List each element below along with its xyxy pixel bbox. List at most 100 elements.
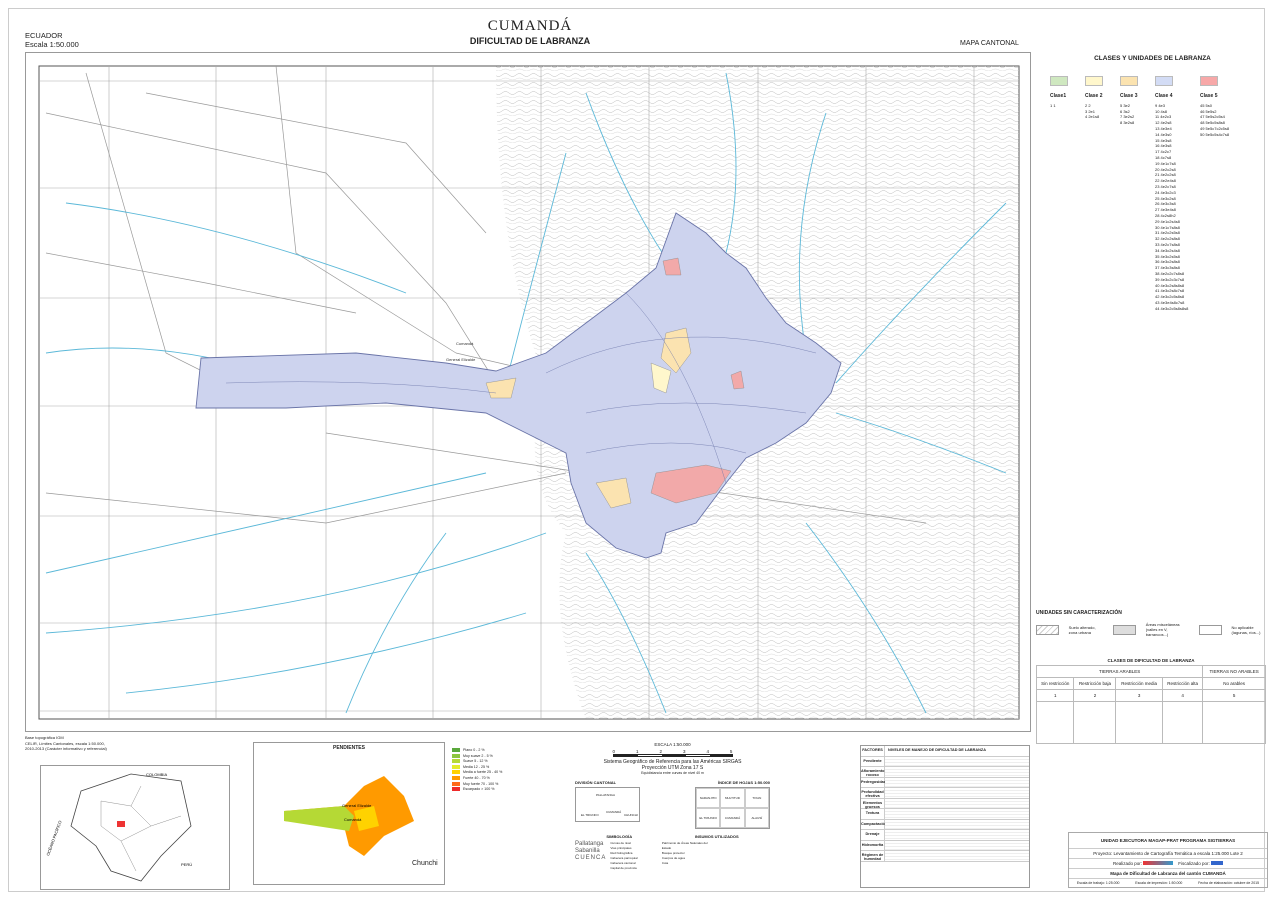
class-swatch: [1120, 76, 1138, 86]
factor-row: Régimen de humedad: [861, 851, 1029, 862]
unit-label: 45 5s0: [1200, 102, 1213, 108]
unit-boundaries: [225, 292, 817, 484]
work-scale: Escala de trabajo: 1:25.000: [1076, 881, 1120, 885]
class5-area: [662, 257, 682, 276]
sheet-cell: TIXAN: [744, 788, 769, 808]
unit-label: 39 4e3c2c3c7s8: [1155, 276, 1185, 282]
slope-legend-item: Muy suave 2 - 5 %: [452, 754, 502, 760]
difficulty-classes-table: CLASES DE DIFICULTAD DE LABRANZA TIERRAS…: [1035, 658, 1266, 744]
unit-label: 34 4e3c2s4s8: [1155, 247, 1180, 253]
factors-header: FACTORES: [861, 746, 885, 756]
class-number: 2: [1073, 689, 1117, 702]
sheet-cell: MULTITUD: [720, 788, 745, 808]
unit-label: 42 4e3c2c5s8s8: [1155, 294, 1185, 300]
slope-legend-item: Suave 5 - 12 %: [452, 759, 502, 765]
class5-area: [730, 370, 745, 390]
unit-label: 3 2e1: [1085, 108, 1096, 114]
scale-tick: 0: [612, 749, 616, 754]
slope-swatch: [452, 781, 460, 786]
slope-swatch: [452, 753, 460, 758]
unit-label: 2 2: [1085, 102, 1091, 108]
slope-place-label: Chunchi: [412, 860, 438, 867]
sheet-index-grid: NARANJITO MULTITUD TIXAN EL TRIUNFO CUMANDÁ A…: [695, 787, 770, 829]
base-note: Base topográfica IGM: [25, 735, 64, 740]
misc-label: Áreas misceláneas (valles en V, barranco…: [1145, 622, 1180, 637]
ocean-label: OCÉANO PACÍFICO: [45, 820, 62, 857]
unit-label: 19 4e1c7s8: [1155, 160, 1176, 166]
index-title: ÍNDICE DE HOJAS 1:50.000: [717, 780, 770, 785]
difficulty-title: CLASES DE DIFICULTAD DE LABRANZA: [1107, 658, 1195, 663]
supervisor-logo: [1211, 861, 1224, 865]
factor-row: Compactación: [861, 819, 1029, 830]
unit-label: 50 5e5c5s4c7s8: [1200, 131, 1230, 137]
slope-swatch: [452, 759, 460, 764]
main-map[interactable]: General Elizalde Cumandá: [25, 52, 1031, 732]
scale-and-projection: ESCALA 1:50.000 0 1 2 3 4 5 Sistema Geográfic…: [575, 742, 770, 871]
factor-row: Elementos gruesos: [861, 798, 1029, 809]
slope-legend-item: Fuerte 40 - 70 %: [452, 776, 502, 782]
unit-label: 37 4e3c3s8s8: [1155, 265, 1180, 271]
country-label: ECUADOR: [25, 31, 63, 40]
slopes-legend: Plano 0 - 2 % Muy suave 2 - 5 % Suave 5 - …: [452, 748, 502, 793]
place-label: Cumandá: [456, 341, 474, 346]
class3-area: [595, 477, 632, 509]
factor-row: Profundidad efectiva: [861, 788, 1029, 799]
symbology-list: Curvas de nivel Vías principales Red hidro…: [610, 841, 710, 871]
symbology-item: Cabecera parroquial: [610, 856, 638, 860]
scale-tick: 1: [635, 749, 639, 754]
unit-label: 17 4c2c7: [1155, 149, 1172, 155]
class-label: Clase 4: [1155, 93, 1173, 99]
slope-place-label: General Elizalde: [342, 803, 372, 808]
unit-label: 47 5e5s2c5s4: [1200, 114, 1225, 120]
arable-group: TIERRAS ARABLES: [1035, 665, 1204, 678]
na-label: No aplicable (lagunas, ríos...): [1231, 624, 1261, 635]
unit-label: 33 4e2c7s8s8: [1155, 241, 1180, 247]
col-header: Restricción baja: [1073, 677, 1117, 690]
unit-label: 32 4e2c2s8s8: [1155, 236, 1180, 242]
scale-bar: [612, 754, 733, 757]
slope-swatch: [452, 770, 460, 775]
unit-label: 22 4e2e4s8: [1155, 178, 1176, 184]
unit-label: 20 4e2c2s8: [1155, 166, 1176, 172]
factor-row: Pendiente: [861, 756, 1029, 767]
col-header: Restricción media: [1115, 677, 1163, 690]
class-swatch: [1085, 76, 1103, 86]
col-header: Sin restricción: [1035, 677, 1075, 690]
project-text: Proyecto: Levantamiento de Cartografía T…: [1069, 849, 1267, 859]
unit-label: 1 1: [1050, 102, 1056, 108]
unit-label: 40 4e3c2s8s8s8: [1155, 282, 1185, 288]
unit-label: 38 4e2c2c7s8s8: [1155, 270, 1185, 276]
symbology-item: Curvas de nivel: [610, 841, 632, 845]
unit-label: 41 4e3c2s8c7s8: [1155, 288, 1185, 294]
unit-label: 8 3e2s8: [1120, 120, 1135, 126]
unit-label: 49 5e5c7c2c5s8: [1200, 125, 1230, 131]
unit-label: 18 4c7s8: [1155, 154, 1172, 160]
parish-sample: Pallatanga: [575, 841, 604, 847]
unit-label: 21 4e2c2s8: [1155, 172, 1176, 178]
misc-swatch: [1113, 624, 1136, 635]
executing-unit: UNIDAD EJECUTORA MAGAP-PRAT PROGRAMA SIG…: [1069, 833, 1267, 849]
uncharacterized-legend: UNIDADES SIN CARACTERIZACIÓN Suelo alter…: [1036, 610, 1266, 637]
factor-row: Drenaje: [861, 830, 1029, 841]
peru-label: PERÚ: [181, 862, 192, 867]
slope-legend-item: Media 12 - 25 %: [452, 765, 502, 771]
slope-place-label: Cumandá: [344, 817, 362, 822]
unit-label: 48 5e5c5s8s8: [1200, 120, 1225, 126]
canton-location: [117, 821, 125, 827]
supervised-by-label: Fiscalizado por:: [1178, 861, 1210, 866]
scale-tick: 4: [706, 749, 709, 754]
unit-label: 27 4e3e4s8: [1155, 207, 1176, 213]
class-swatch: [1155, 76, 1173, 86]
symbology-item: Patrimonio de Áreas Naturales del Estado: [661, 841, 708, 850]
sheet-cell: EL TRIUNFO: [696, 808, 721, 828]
inputs-title: INSUMOS UTILIZADOS: [694, 834, 739, 839]
capital-sample: CUENCA: [575, 855, 607, 861]
symbology-item: Bosque protector: [661, 851, 685, 855]
management-levels-table: FACTORES NIVELES DE MANEJO DE DIFICULTAD …: [860, 745, 1030, 888]
class3-area: [660, 327, 692, 374]
canton-division-map: CUMANDÁ EL TRIUNFO PALLATANGA CHUNCHI: [575, 787, 640, 822]
class-number: 4: [1161, 689, 1204, 702]
symbology-item: Capital de provincia: [610, 866, 637, 870]
symbology-item: Vías principales: [610, 846, 632, 850]
